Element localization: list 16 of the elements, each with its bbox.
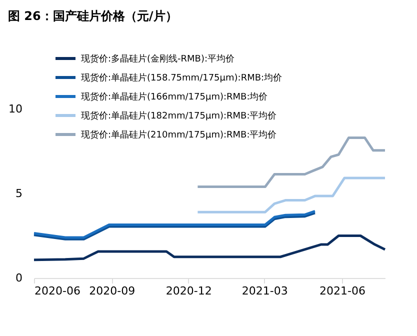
legend-label: 现货价:单晶硅片(182mm/175μm):RMB:平均价 [81,110,277,122]
legend-label: 现货价:多晶硅片(金刚线-RMB):平均价 [81,54,235,64]
x-tick-label: 2020-09 [89,284,136,298]
legend-label: 现货价:单晶硅片(166mm/175μm):RMB:均价 [81,92,268,102]
y-tick-label: 5 [16,187,22,200]
y-tick-label: 0 [16,272,22,284]
line-series [196,176,386,214]
line-series [32,234,386,262]
y-tick-label: 10 [8,102,22,116]
x-tick-label: 2021-06 [319,284,366,298]
x-tick-label: 2020-12 [166,284,212,298]
legend-label: 现货价:单晶硅片(158.75mm/175μm):RMB:均价 [81,72,282,84]
x-tick-label: 2020-06 [34,284,80,298]
chart-title: 图 26：国产硅片价格（元/片） [8,9,178,23]
legend-label: 现货价:单晶硅片(210mm/175μm):RMB:平均价 [81,130,277,140]
x-tick-label: 2021-03 [242,284,288,298]
